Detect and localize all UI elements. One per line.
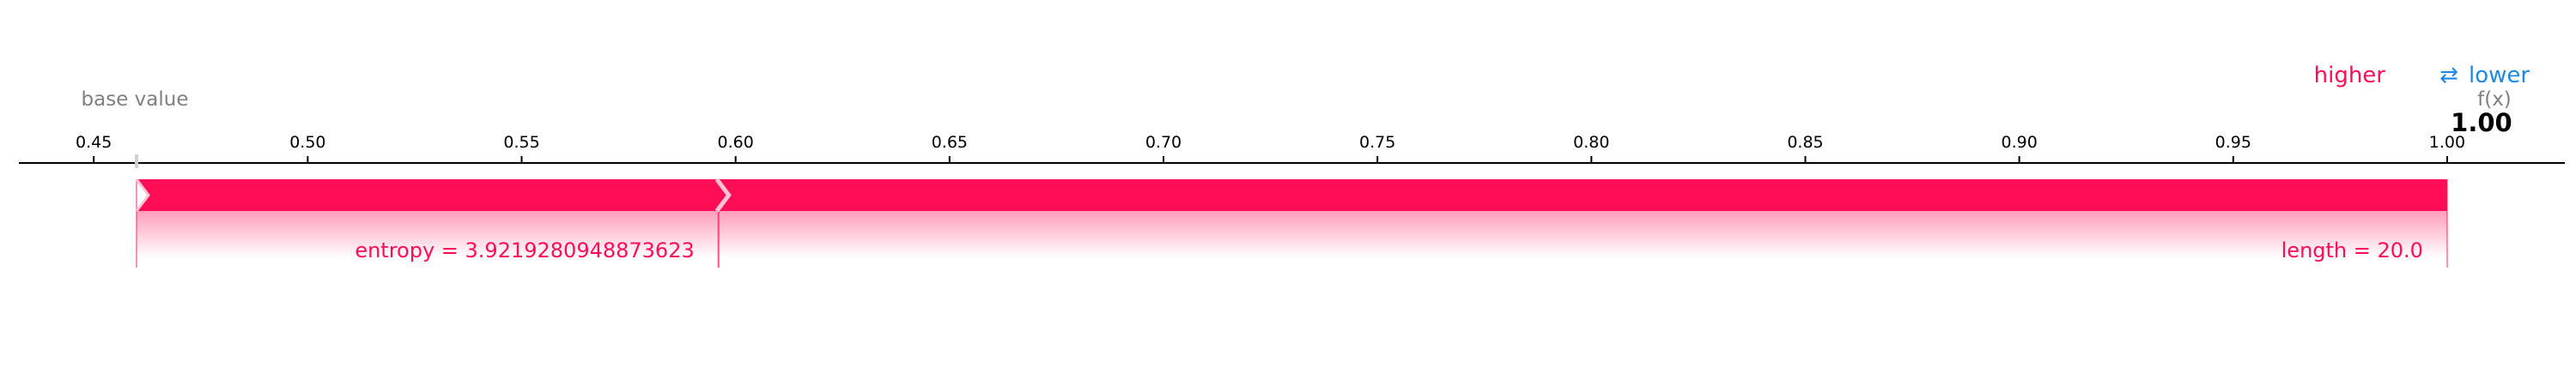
feature-fade	[718, 211, 2447, 258]
feature-fade	[137, 211, 719, 258]
x-tick-label: 0.80	[1573, 133, 1609, 152]
fx-label: f(x)	[2477, 88, 2512, 111]
x-tick-label: 0.65	[932, 133, 968, 152]
x-tick-label: 0.70	[1145, 133, 1182, 152]
x-tick-label: 0.45	[76, 133, 112, 152]
x-tick-label: 0.60	[718, 133, 754, 152]
feature-bars	[135, 178, 2447, 213]
x-tick-label: 0.50	[289, 133, 325, 152]
x-axis-ticks: 0.45 0.50 0.55 0.60 0.65 0.70 0.75 0.80 0.85 0.90…	[76, 133, 2465, 168]
legend-higher: higher	[2314, 63, 2386, 88]
x-tick-label: 1.00	[2429, 133, 2465, 152]
feature-label: entropy = 3.9219280948873623	[355, 238, 694, 262]
fx-value: 1.00	[2451, 108, 2512, 137]
x-tick-label: 0.55	[503, 133, 539, 152]
feature-separator	[714, 178, 732, 213]
x-tick-label: 0.90	[2001, 133, 2037, 152]
feature-bar	[137, 179, 731, 211]
base-value-label: base value	[82, 88, 189, 111]
x-tick-label: 0.85	[1787, 133, 1823, 152]
feature-fade-areas	[136, 179, 2448, 268]
x-tick-label: 0.95	[2215, 133, 2251, 152]
x-tick-label: 0.75	[1359, 133, 1395, 152]
legend-lower: lower	[2469, 63, 2530, 88]
feature-label: length = 20.0	[2281, 238, 2423, 262]
feature-labels: entropy = 3.9219280948873623 length = 20.…	[355, 238, 2423, 262]
feature-start-edge	[135, 178, 150, 212]
legend-arrows-icon: ⇄	[2439, 63, 2458, 88]
feature-bar	[718, 179, 2447, 211]
